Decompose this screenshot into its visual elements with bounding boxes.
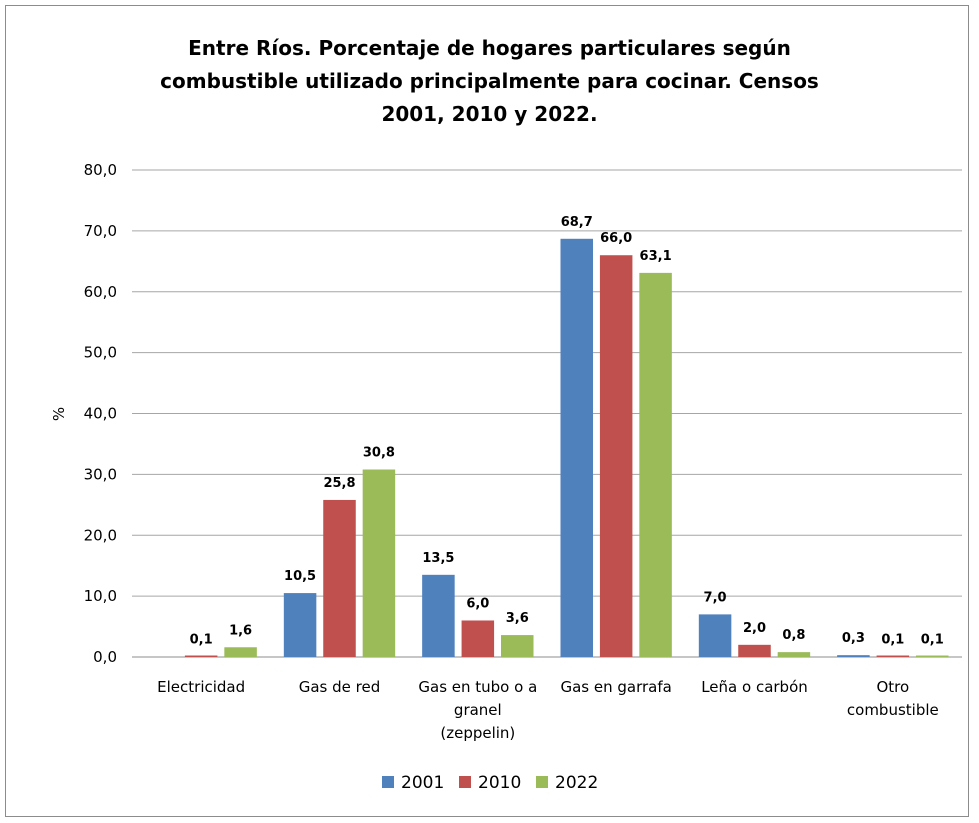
bar-2022 xyxy=(916,655,949,657)
data-label: 0,1 xyxy=(921,632,944,647)
bar-2010 xyxy=(599,255,633,657)
data-label: 0,8 xyxy=(782,628,805,643)
bar-2001 xyxy=(283,593,317,657)
x-category-label: Leña o carbón xyxy=(701,678,808,696)
data-label: 7,0 xyxy=(704,590,727,605)
data-label: 0,1 xyxy=(881,632,904,647)
chart-title-line-2: combustible utilizado principalmente par… xyxy=(160,69,819,93)
bar-2022 xyxy=(777,652,811,657)
x-category-label: Otro xyxy=(876,678,909,696)
x-category-label: Gas en tubo o a xyxy=(418,678,537,696)
data-label: 6,0 xyxy=(466,596,489,611)
data-label: 10,5 xyxy=(284,569,316,584)
legend-label: 2001 xyxy=(401,773,444,793)
data-label: 30,8 xyxy=(363,446,395,461)
data-label: 66,0 xyxy=(600,231,632,246)
data-label: 13,5 xyxy=(422,551,454,566)
data-label: 2,0 xyxy=(743,621,766,636)
bar-2001 xyxy=(560,238,593,657)
legend-swatch-2022 xyxy=(536,776,548,788)
legend-label: 2010 xyxy=(478,773,521,793)
bar-2001 xyxy=(422,574,455,657)
data-label: 0,3 xyxy=(842,631,865,646)
chart-title: Entre Ríos. Porcentaje de hogares partic… xyxy=(0,32,979,131)
chart-title-line-3: 2001, 2010 y 2022. xyxy=(381,102,598,126)
data-label: 3,6 xyxy=(506,611,529,626)
bar-2022 xyxy=(224,647,257,657)
bar-2001 xyxy=(837,655,870,657)
x-category-label: Electricidad xyxy=(157,678,245,696)
bar-2010 xyxy=(323,499,356,657)
y-tick-label: 80,0 xyxy=(84,161,117,179)
data-label: 0,1 xyxy=(190,632,213,647)
y-tick-label: 50,0 xyxy=(84,344,117,362)
bar-2022 xyxy=(501,635,534,657)
data-label: 1,6 xyxy=(229,623,252,638)
bar-2010 xyxy=(738,644,771,657)
bar-2001 xyxy=(698,614,732,657)
x-category-label: Gas en garrafa xyxy=(560,678,671,696)
x-category-label: (zeppelin) xyxy=(440,724,515,742)
data-label: 68,7 xyxy=(561,215,593,230)
x-category-label: Gas de red xyxy=(299,678,381,696)
data-label: 63,1 xyxy=(640,249,672,264)
bar-2010 xyxy=(184,655,218,657)
legend-swatch-2010 xyxy=(459,776,471,788)
x-category-label: granel xyxy=(454,701,502,719)
bar-2022 xyxy=(362,469,396,657)
y-axis-label: % xyxy=(50,407,68,421)
data-label: 25,8 xyxy=(323,476,355,491)
y-tick-label: 70,0 xyxy=(84,222,117,240)
chart-frame xyxy=(5,5,969,817)
legend-label: 2022 xyxy=(555,773,598,793)
y-tick-label: 60,0 xyxy=(84,283,117,301)
y-tick-label: 40,0 xyxy=(84,405,117,423)
bar-2010 xyxy=(461,620,495,657)
x-category-label: combustible xyxy=(847,701,939,719)
y-tick-label: 0,0 xyxy=(93,648,117,666)
legend-swatch-2001 xyxy=(382,776,394,788)
y-tick-label: 20,0 xyxy=(84,526,117,544)
y-tick-label: 30,0 xyxy=(84,465,117,483)
bar-2010 xyxy=(876,655,910,657)
chart-title-line-1: Entre Ríos. Porcentaje de hogares partic… xyxy=(188,36,791,60)
bar-2022 xyxy=(639,272,672,657)
y-tick-label: 10,0 xyxy=(84,587,117,605)
